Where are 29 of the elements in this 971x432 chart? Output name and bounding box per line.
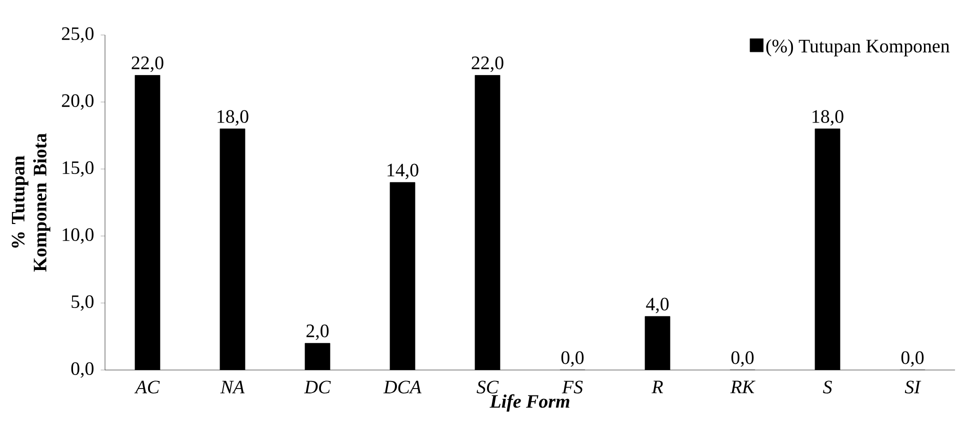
- y-tick-label: 0,0: [71, 362, 94, 378]
- data-label: 0,0: [561, 351, 584, 367]
- x-tick-label: AC: [134, 380, 160, 394]
- data-label: 2,0: [306, 324, 329, 340]
- data-label: 18,0: [812, 110, 844, 126]
- x-axis-title: Life Form: [490, 394, 570, 412]
- x-tick-label: FS: [562, 380, 583, 394]
- data-label: 4,0: [646, 298, 669, 314]
- data-label: 14,0: [388, 164, 418, 180]
- x-tick-label: DC: [304, 380, 331, 394]
- data-label: 22,0: [132, 56, 164, 72]
- y-tick-label: 25,0: [62, 27, 94, 43]
- y-tick-label: 20,0: [62, 94, 94, 110]
- x-tick-label: R: [652, 380, 663, 394]
- data-label: 0,0: [731, 351, 754, 367]
- x-tick-label: SC: [476, 380, 499, 394]
- y-tick-label: 10,0: [62, 228, 94, 244]
- x-tick-label: S: [823, 380, 832, 394]
- data-label: 18,0: [218, 110, 248, 126]
- y-axis-title: % Tutupan Komponen Biota: [12, 133, 50, 272]
- y-tick-label: 15,0: [62, 161, 94, 177]
- data-label: 0,0: [901, 351, 924, 367]
- x-tick-label: SI: [904, 380, 922, 394]
- x-tick-label: DCA: [383, 380, 422, 394]
- x-tick-label: RK: [730, 380, 756, 394]
- x-tick-label: NA: [220, 380, 245, 394]
- y-tick-label: 5,0: [72, 295, 94, 311]
- data-label: 22,0: [472, 56, 504, 72]
- legend-label: (%) Tutupan Komponen: [766, 39, 950, 56]
